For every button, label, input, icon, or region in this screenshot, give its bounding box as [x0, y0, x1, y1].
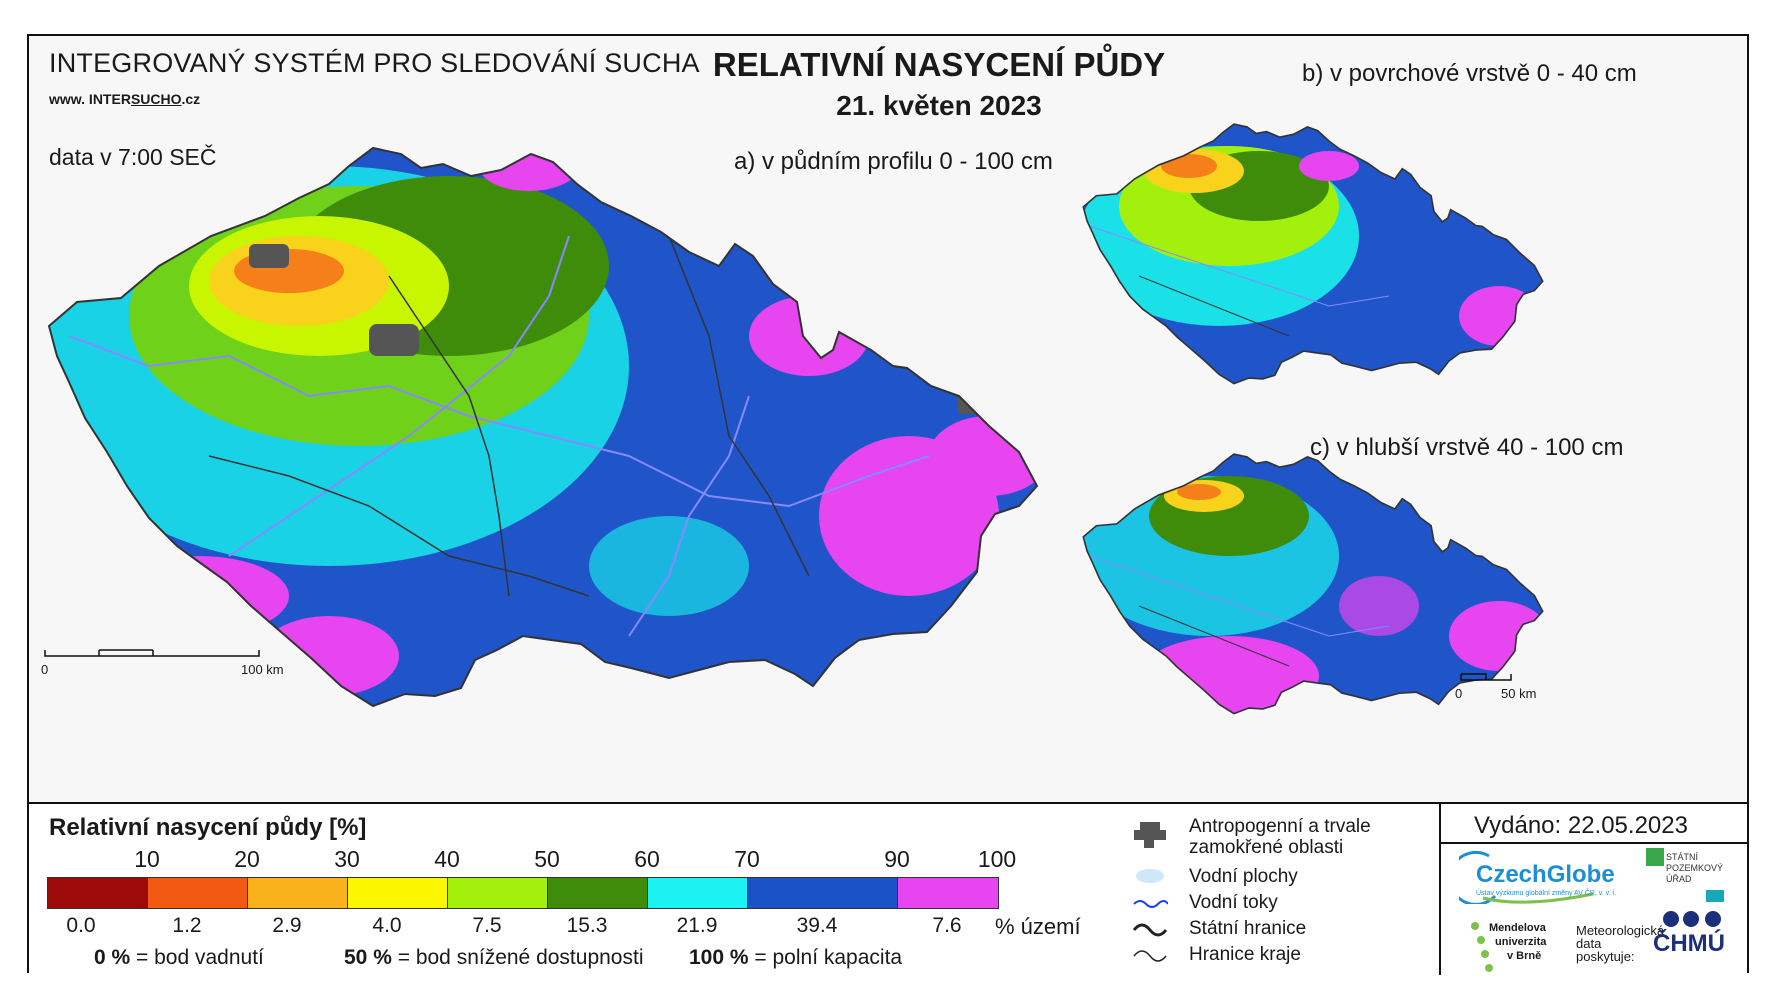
spu-line-1: STÁTNÍ — [1666, 852, 1699, 862]
legend-divider — [1439, 804, 1441, 975]
legend-tick: 40 — [434, 846, 460, 872]
note-50-value: 50 % — [344, 946, 392, 969]
czechglobe-name: CzechGlobe — [1476, 861, 1615, 888]
legend-swatch — [898, 878, 998, 908]
legend-pct: 2.9 — [272, 914, 302, 937]
map-b-label: b) v povrchové vrstvě 0 - 40 cm — [1302, 60, 1637, 87]
legend-title: Relativní nasycení půdy [%] — [49, 814, 367, 841]
state-border-icon — [1132, 923, 1168, 937]
website-link[interactable]: www. INTERSUCHO.cz — [49, 91, 200, 107]
spu-line-2: POZEMKOVÝ — [1666, 863, 1724, 873]
legend-anthropogenic-2: zamokřené oblasti — [1189, 837, 1344, 858]
page-date: 21. květen 2023 — [836, 90, 1042, 121]
legend-swatch — [548, 878, 648, 908]
note-0-value: 0 % — [94, 946, 131, 969]
page-title: RELATIVNÍ NASYCENÍ PŮDY — [712, 46, 1166, 83]
mendel-university: Mendelova univerzita v Brně — [1489, 921, 1546, 963]
scale-a-zero: 0 — [41, 662, 49, 677]
note-0-text: = bod vadnutí — [136, 946, 264, 969]
legend-water-bodies: Vodní plochy — [1189, 866, 1298, 887]
legend-pct: 7.6 — [932, 914, 962, 937]
czechglobe-logo — [1459, 850, 1594, 904]
legend-symbols-svg — [1132, 822, 1168, 962]
map-a-label: a) v půdním profilu 0 - 100 cm — [734, 148, 1053, 175]
legend-swatch — [48, 878, 148, 908]
legend-rivers: Vodní toky — [1189, 892, 1278, 913]
legend-swatch — [348, 878, 448, 908]
legend-pct-unit: % území — [995, 914, 1081, 939]
legend-pct: 1.2 — [172, 914, 202, 937]
data-time: data v 7:00 SEČ — [49, 144, 217, 170]
note-reduced-availability: 50 % = bod snížené dostupnosti — [344, 946, 643, 970]
website-suffix: .cz — [181, 91, 201, 107]
spu-line-3: ÚŘAD — [1666, 874, 1692, 884]
chmu-name: ČHMÚ — [1653, 930, 1725, 957]
issued-date: Vydáno: 22.05.2023 — [1474, 812, 1688, 839]
legend-state-border: Státní hranice — [1189, 918, 1307, 939]
meteo-data-provider: Meteorologická data poskytuje: — [1576, 924, 1664, 963]
region-border-icon — [1133, 950, 1167, 962]
map-c — [1082, 453, 1544, 715]
meteo-line-2: data — [1576, 936, 1602, 951]
mendel-line-1: Mendelova — [1489, 922, 1546, 934]
map-b — [1082, 123, 1544, 385]
legend-tick: 60 — [634, 846, 660, 872]
water-body-icon — [1136, 869, 1164, 883]
footer-divider — [1439, 842, 1747, 844]
legend-swatch — [748, 878, 898, 908]
map-a — [44, 147, 1038, 707]
scale-bar-a — [44, 649, 260, 657]
legend-pct: 39.4 — [796, 914, 838, 937]
spu-logo — [1646, 848, 1724, 902]
note-50-text: = bod snížené dostupnosti — [397, 946, 644, 969]
mendel-line-2: univerzita — [1495, 936, 1547, 948]
czechglobe-subtitle: Ústav výzkumu globální změny AV ČR, v. v… — [1476, 890, 1617, 897]
legend-tick: 70 — [734, 846, 760, 872]
map-c-label: c) v hlubší vrstvě 40 - 100 cm — [1310, 434, 1624, 461]
scale-b-end: 50 km — [1501, 686, 1537, 701]
legend-pct: 7.5 — [472, 914, 502, 937]
meteo-line-3: poskytuje: — [1576, 949, 1635, 964]
legend-swatch — [648, 878, 748, 908]
river-icon — [1133, 900, 1168, 908]
legend-tick: 100 — [977, 846, 1017, 872]
legend-tick: 90 — [884, 846, 910, 872]
legend-pct: 4.0 — [372, 914, 402, 937]
mendel-line-3: v Brně — [1507, 950, 1542, 962]
mendel-dots-icon — [1471, 922, 1493, 972]
maps-svg — [44, 123, 1544, 715]
legend-pct: 0.0 — [66, 914, 96, 937]
scale-a-end: 100 km — [241, 662, 284, 677]
legend-region-border: Hranice kraje — [1189, 944, 1301, 965]
website-mid: SUCHO — [130, 91, 182, 107]
legend-color-bar — [47, 877, 999, 909]
legend-swatch — [448, 878, 548, 908]
map-frame: INTEGROVANÝ SYSTÉM PRO SLEDOVÁNÍ SUCHA w… — [27, 34, 1749, 975]
system-name: INTEGROVANÝ SYSTÉM PRO SLEDOVÁNÍ SUCHA — [49, 48, 700, 78]
scale-bar-b — [1460, 673, 1512, 681]
note-100-text: = polní kapacita — [754, 946, 903, 969]
legend-tick: 20 — [234, 846, 260, 872]
legend-pct: 15.3 — [566, 914, 608, 937]
spu-text: STÁTNÍ POZEMKOVÝ ÚŘAD — [1666, 852, 1723, 885]
legend-tick: 10 — [134, 846, 160, 872]
legend-anthropogenic-1: Antropogenní a trvale — [1189, 816, 1371, 837]
legend-panel: Relativní nasycení půdy [%] 10 20 30 40 … — [29, 802, 1747, 975]
legend-tick: 30 — [334, 846, 360, 872]
legend-tick: 50 — [534, 846, 560, 872]
note-wilting-point: 0 % = bod vadnutí — [94, 946, 264, 970]
note-field-capacity: 100 % = polní kapacita — [689, 946, 902, 970]
website-prefix: www. INTER — [49, 91, 131, 107]
scale-b-zero: 0 — [1455, 686, 1463, 701]
note-100-value: 100 % — [689, 946, 749, 969]
anthropogenic-icon — [1134, 822, 1166, 848]
legend-pct: 21.9 — [676, 914, 718, 937]
meteo-line-1: Meteorologická — [1576, 923, 1665, 938]
chmu-logo-icon — [1663, 911, 1721, 927]
legend-swatch — [248, 878, 348, 908]
legend-swatch — [148, 878, 248, 908]
